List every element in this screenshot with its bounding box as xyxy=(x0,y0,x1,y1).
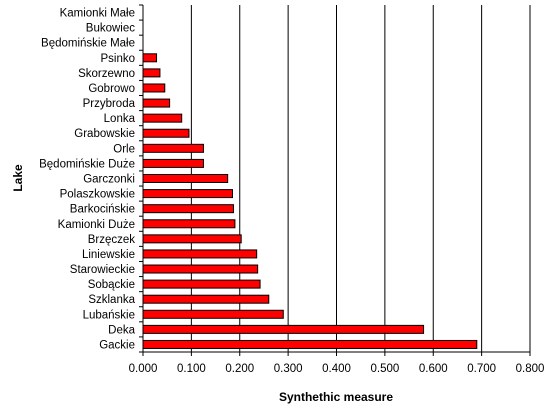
category-label: Psinko xyxy=(100,53,135,65)
category-label: Deka xyxy=(108,324,135,336)
bar xyxy=(142,113,183,123)
x-tick-label: 0.500 xyxy=(370,363,399,375)
x-tick-label: 0.700 xyxy=(467,363,496,375)
category-label: Szklanka xyxy=(88,294,135,306)
bar xyxy=(142,309,284,319)
category-label: Liniewskie xyxy=(82,249,135,261)
bar xyxy=(142,83,166,93)
bar xyxy=(142,249,258,259)
bar xyxy=(142,264,259,274)
category-label: Brzęczek xyxy=(88,234,136,246)
category-label: Gackie xyxy=(99,339,135,351)
category-label: Grabowskie xyxy=(74,128,135,140)
category-label: Sobąckie xyxy=(88,279,135,291)
category-label: Przybroda xyxy=(83,98,136,110)
bar xyxy=(142,279,261,289)
category-label: Garczonki xyxy=(83,174,135,186)
axes xyxy=(139,4,531,356)
category-label: Bukowiec xyxy=(86,23,135,35)
category-label: Starowieckie xyxy=(70,264,135,276)
bar xyxy=(142,53,158,63)
bar xyxy=(142,158,204,168)
bar xyxy=(142,128,190,138)
x-tick-label: 0.300 xyxy=(274,363,303,375)
x-tick-label: 0.600 xyxy=(419,363,448,375)
category-label: Gobrowo xyxy=(88,83,135,95)
category-label: Barkocińskie xyxy=(70,204,135,216)
bar xyxy=(142,324,425,334)
x-tick-label: 0.400 xyxy=(322,363,351,375)
category-label: Kamionki Małe xyxy=(60,8,135,20)
bar xyxy=(142,339,478,349)
category-label: Skorzewno xyxy=(78,68,135,80)
x-tick-labels: 0.000 0.100 0.200 0.300 0.400 0.500 0.600 0.700… xyxy=(129,363,545,375)
category-label: Będomińskie Duże xyxy=(39,158,135,170)
x-tick-label: 0.200 xyxy=(225,363,254,375)
bar xyxy=(142,219,236,229)
category-label: Polaszkowskie xyxy=(60,189,135,201)
x-tick-label: 0.100 xyxy=(177,363,206,375)
x-tick-label: 0.000 xyxy=(129,363,158,375)
y-axis-title: Lake xyxy=(11,164,25,192)
category-label: Będomińskie Małe xyxy=(41,38,135,50)
x-tick-label: 0.800 xyxy=(516,363,545,375)
bar xyxy=(142,68,161,78)
bar xyxy=(142,189,233,199)
bar xyxy=(142,143,204,153)
category-label: Kamionki Duże xyxy=(58,219,135,231)
category-label: Lonka xyxy=(104,113,136,125)
category-label: Lubańskie xyxy=(83,309,135,321)
category-labels: Kamionki Małe Bukowiec Będomińskie Małe Psi… xyxy=(39,8,135,352)
bar xyxy=(142,234,242,244)
category-label: Orle xyxy=(113,143,135,155)
x-axis-title: Synthethic measure xyxy=(279,390,393,404)
bar xyxy=(142,204,234,214)
bar xyxy=(142,98,171,108)
bar xyxy=(142,294,270,304)
bars xyxy=(142,53,478,349)
bar xyxy=(142,174,229,183)
gridlines xyxy=(190,5,531,352)
